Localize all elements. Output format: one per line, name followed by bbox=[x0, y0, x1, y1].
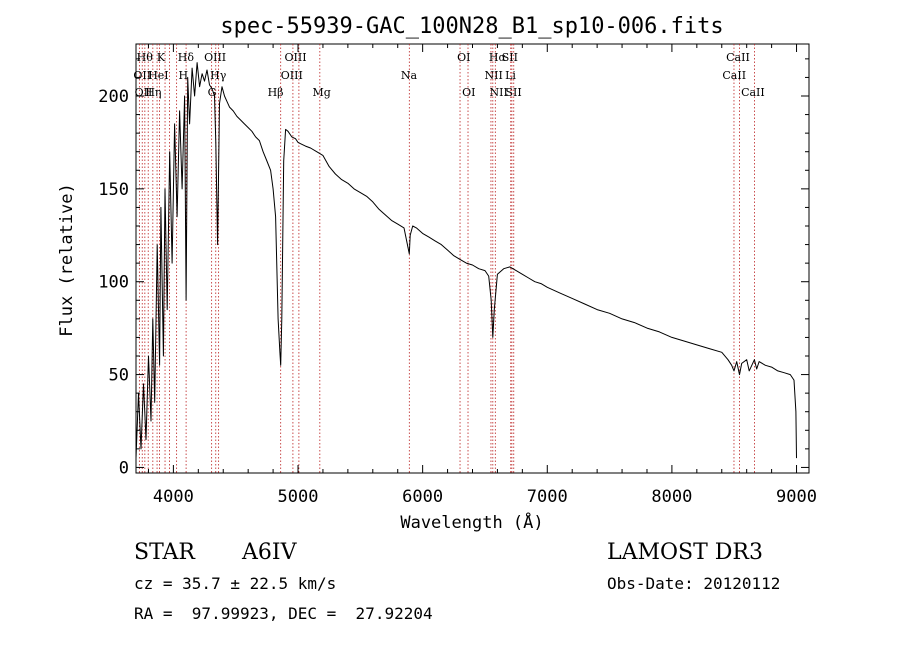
spectral-line-label: H bbox=[179, 69, 189, 82]
spectral-line-label: NII bbox=[485, 69, 503, 82]
spectral-line-label: CaII bbox=[741, 86, 765, 99]
spectral-line-label: Hα bbox=[489, 51, 507, 64]
y-tick-label: 50 bbox=[109, 366, 129, 386]
spectral-line-label: Hβ bbox=[268, 86, 284, 99]
observation-date: Obs-Date: 20120112 bbox=[607, 574, 781, 593]
x-tick-label: 5000 bbox=[278, 487, 319, 507]
spectral-line-label: Li bbox=[505, 69, 516, 82]
axis-tick-labels: 4000 5000 6000 7000 8000 9000 0 50 100 150 200 bbox=[98, 87, 817, 507]
spectral-line-label: SII bbox=[506, 86, 522, 99]
x-axis-label: Wavelength (Å) bbox=[400, 511, 543, 533]
spectral-line-markers bbox=[138, 44, 755, 473]
x-tick-label: 9000 bbox=[776, 487, 817, 507]
spectral-line-label: CaII bbox=[722, 69, 746, 82]
x-tick-label: 6000 bbox=[402, 487, 443, 507]
x-tick-label: 4000 bbox=[153, 487, 194, 507]
spectral-line-label: NII bbox=[490, 86, 508, 99]
spectral-line-label: Na bbox=[401, 69, 418, 82]
sky-coordinates: RA = 97.99923, DEC = 27.92204 bbox=[134, 604, 433, 623]
spectral-line-label: HeI bbox=[148, 69, 168, 82]
x-tick-label: 8000 bbox=[651, 487, 692, 507]
spectral-line-label: OIII bbox=[204, 51, 226, 64]
redshift-velocity: cz = 35.7 ± 22.5 km/s bbox=[134, 574, 337, 593]
spectral-line-label: CaII bbox=[726, 51, 750, 64]
spectral-line-label: OIII bbox=[284, 51, 306, 64]
spectral-line-label: Hδ bbox=[178, 51, 195, 64]
y-tick-label: 0 bbox=[119, 458, 129, 478]
axis-ticks bbox=[136, 44, 809, 473]
spectrum-line bbox=[135, 62, 797, 459]
object-subclass: A6IV bbox=[242, 540, 297, 565]
spectral-line-label: K bbox=[157, 51, 166, 64]
spectral-line-label: Mg bbox=[313, 86, 331, 99]
spectral-line-label: OI bbox=[462, 86, 475, 99]
spectral-line-label: OI bbox=[457, 51, 470, 64]
object-class: STAR bbox=[134, 540, 195, 565]
spectral-line-label: OIII bbox=[281, 69, 303, 82]
x-tick-label: 7000 bbox=[527, 487, 568, 507]
chart-title: spec-55939-GAC_100N28_B1_sp10-006.fits bbox=[220, 14, 723, 39]
spectral-line-label: G bbox=[208, 86, 217, 99]
y-tick-label: 200 bbox=[98, 87, 129, 107]
spectral-line-label: Hη bbox=[145, 86, 161, 99]
spectral-line-label: OII bbox=[133, 69, 151, 82]
spectral-line-label: Hγ bbox=[210, 69, 227, 82]
spectral-line-label: Hθ bbox=[137, 51, 154, 64]
plot-frame bbox=[135, 43, 810, 474]
y-axis-label: Flux (relative) bbox=[57, 183, 77, 337]
y-tick-label: 100 bbox=[98, 273, 129, 293]
y-tick-label: 150 bbox=[98, 180, 129, 200]
survey-name: LAMOST DR3 bbox=[607, 540, 763, 565]
spectral-line-label: SII bbox=[502, 51, 518, 64]
